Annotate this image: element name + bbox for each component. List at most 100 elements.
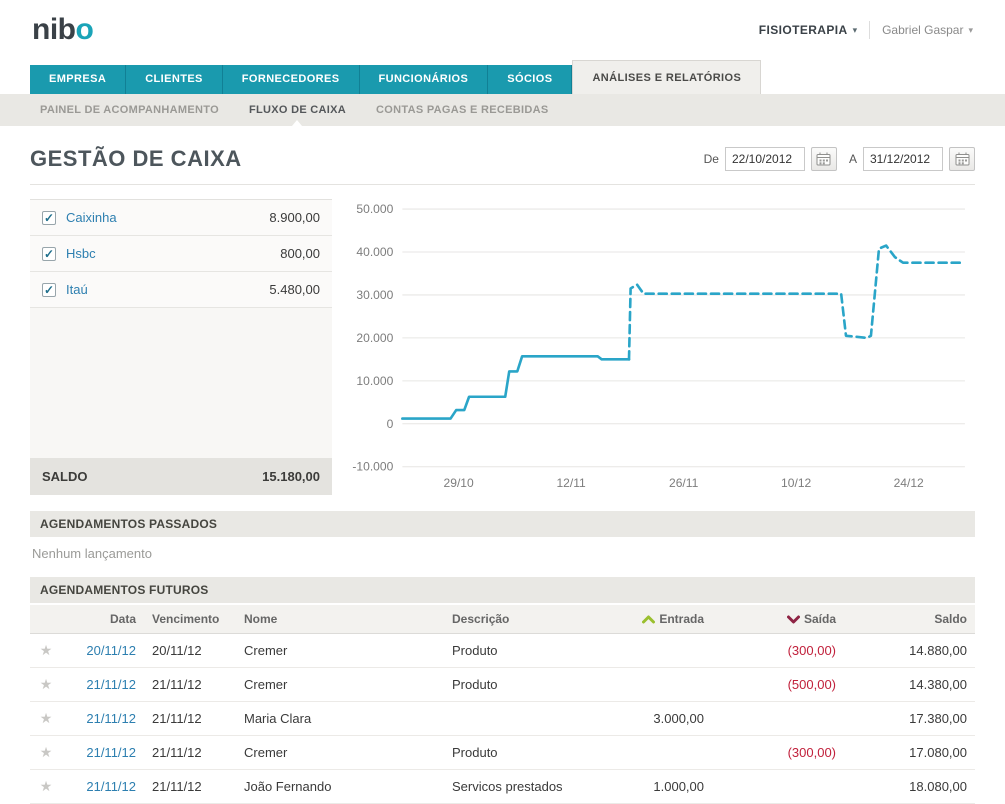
entrada-up-chevron-icon [642,615,656,624]
star-icon[interactable]: ★ [39,778,53,794]
star-icon[interactable]: ★ [39,710,53,726]
entry-description: Produto [444,667,594,702]
entry-description: Produto [444,633,594,668]
svg-text:12/11: 12/11 [556,476,586,490]
header-saida-label: Saída [803,612,836,626]
tab-socios[interactable]: SÓCIOS [488,65,573,94]
entry-date-link[interactable]: 21/11/12 [86,745,136,760]
account-name-link[interactable]: Itaú [66,282,88,297]
date-to-input[interactable] [863,147,943,171]
svg-text:20.000: 20.000 [356,331,393,345]
calendar-from-button[interactable] [810,147,837,171]
saldo-row: SALDO 15.180,00 [30,458,332,495]
entry-inflow [594,633,712,668]
title-divider [30,184,975,185]
entry-balance: 17.380,00 [844,701,975,736]
tab-funcionarios[interactable]: FUNCIONÁRIOS [359,65,489,94]
entry-due-date: 21/11/12 [144,769,236,804]
account-row: ✓ Caixinha 8.900,00 [30,200,332,236]
account-checkbox[interactable]: ✓ [42,282,56,297]
svg-text:30.000: 30.000 [356,288,393,302]
cashflow-chart-svg: -10.000 0 10.000 20.000 30.000 40.000 50.000 29… [352,202,965,490]
entry-description [444,701,594,736]
entry-due-date: 20/11/12 [144,633,236,668]
check-icon: ✓ [43,210,55,225]
account-name-link[interactable]: Caixinha [66,210,117,225]
entry-name: Maria Clara [236,701,444,736]
user-menu[interactable]: Gabriel Gaspar ▾ [882,23,973,37]
subnav-contas-pagas-recebidas[interactable]: CONTAS PAGAS E RECEBIDAS [376,104,549,116]
sub-nav: PAINEL DE ACOMPANHAMENTO FLUXO DE CAIXA … [0,94,1005,126]
subnav-painel-acompanhamento[interactable]: PAINEL DE ACOMPANHAMENTO [40,104,219,116]
entry-balance: 14.880,00 [844,633,975,668]
cashflow-chart: -10.000 0 10.000 20.000 30.000 40.000 50.000 29… [346,199,975,495]
svg-text:0: 0 [387,417,394,431]
saldo-label: SALDO [42,469,88,484]
account-checkbox[interactable]: ✓ [42,246,56,261]
header-menus: FISIOTERAPIA ▾ Gabriel Gaspar ▾ [759,21,973,39]
check-icon: ✓ [43,282,55,297]
date-from-input[interactable] [724,147,805,171]
logo-accent: o [75,13,94,46]
company-name: FISIOTERAPIA [758,23,848,37]
star-icon[interactable]: ★ [39,642,53,658]
entry-outflow: (300,00) [712,735,844,770]
nibo-logo[interactable]: nibo [32,13,94,47]
header-saida: Saída [712,605,844,634]
svg-text:-10.000: -10.000 [352,460,393,474]
svg-text:10/12: 10/12 [781,476,811,490]
table-row: ★ 20/11/12 20/11/12 Cremer Produto (300,… [30,633,975,668]
entry-due-date: 21/11/12 [144,667,236,702]
calendar-to-button[interactable] [949,147,975,171]
svg-text:50.000: 50.000 [356,202,393,216]
account-row: ✓ Hsbc 800,00 [30,236,332,272]
dashboard-row: ✓ Caixinha 8.900,00 ✓ Hsbc 800,00 ✓ Itaú… [30,199,975,495]
table-row: ★ 21/11/12 21/11/12 Maria Clara 3.000,00… [30,701,975,736]
tab-clientes[interactable]: CLIENTES [126,65,223,94]
tab-fornecedores[interactable]: FORNECEDORES [222,65,360,94]
calendar-icon [955,152,969,166]
account-balance: 800,00 [280,246,320,261]
entry-outflow [712,769,844,804]
entry-description: Servicos prestados [444,769,594,804]
account-balance: 8.900,00 [269,210,320,225]
account-balance: 5.480,00 [269,282,320,297]
header-divider [869,21,871,39]
svg-text:26/11: 26/11 [669,476,699,490]
entry-date-link[interactable]: 20/11/12 [86,643,136,658]
title-row: GESTÃO DE CAIXA De [30,146,975,172]
entry-inflow [594,735,712,770]
entry-inflow: 3.000,00 [594,701,712,736]
entry-outflow: (500,00) [712,667,844,702]
past-empty-text: Nenhum lançamento [32,546,152,561]
future-entries-table: Data Vencimento Nome Descrição Entrada S… [30,605,975,804]
entry-name: Cremer [236,667,444,702]
subnav-fluxo-de-caixa[interactable]: FLUXO DE CAIXA [249,94,346,126]
entry-inflow [594,667,712,702]
page-title: GESTÃO DE CAIXA [30,146,242,171]
header-entrada-label: Entrada [659,612,704,626]
account-checkbox[interactable]: ✓ [42,210,56,225]
main-nav: EMPRESA CLIENTES FORNECEDORES FUNCIONÁRI… [0,60,1005,94]
star-column-header [30,605,62,634]
entry-name: Cremer [236,735,444,770]
star-icon[interactable]: ★ [39,676,53,692]
date-from-label: De [703,152,719,166]
caret-down-icon: ▾ [852,24,858,35]
saida-down-chevron-icon [786,615,800,624]
entry-due-date: 21/11/12 [144,735,236,770]
account-name-link[interactable]: Hsbc [66,246,96,261]
star-icon[interactable]: ★ [39,744,53,760]
entry-date-link[interactable]: 21/11/12 [86,677,136,692]
future-section-header: AGENDAMENTOS FUTUROS [30,577,975,603]
past-section-header: AGENDAMENTOS PASSADOS [30,511,975,537]
tab-empresa[interactable]: EMPRESA [30,65,127,94]
svg-text:29/10: 29/10 [444,476,474,490]
entry-balance: 17.080,00 [844,735,975,770]
company-menu[interactable]: FISIOTERAPIA ▾ [759,23,857,37]
date-range: De A [698,147,975,171]
tab-analises-relatorios[interactable]: ANÁLISES E RELATÓRIOS [572,60,762,94]
entry-date-link[interactable]: 21/11/12 [86,711,136,726]
entry-date-link[interactable]: 21/11/12 [86,779,136,794]
account-row: ✓ Itaú 5.480,00 [30,272,332,308]
